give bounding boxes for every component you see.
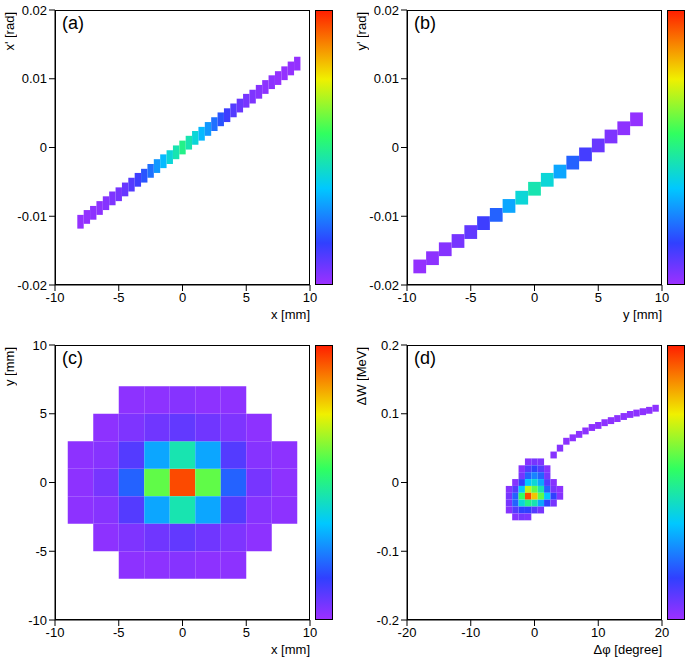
svg-text:-10: -10 (398, 290, 417, 305)
svg-text:-0.01: -0.01 (17, 209, 47, 224)
svg-text:0.02: 0.02 (22, 3, 47, 18)
html-text:(b): (b) (414, 13, 436, 33)
svg-text:0.01: 0.01 (374, 71, 399, 86)
svg-text:5: 5 (243, 625, 250, 640)
html-text:x' [rad]: x' [rad] (2, 12, 17, 51)
html-text:x [mm]: x [mm] (271, 642, 310, 657)
svg-text:10: 10 (591, 625, 605, 640)
svg-text:0.2: 0.2 (381, 338, 399, 353)
svg-text:0.02: 0.02 (374, 3, 399, 18)
svg-text:-10: -10 (46, 625, 65, 640)
svg-text:-20: -20 (398, 625, 417, 640)
svg-text:0: 0 (531, 625, 538, 640)
svg-text:10: 10 (655, 290, 669, 305)
html-text:(c): (c) (62, 348, 83, 368)
svg-text:-10: -10 (461, 625, 480, 640)
svg-text:-10: -10 (28, 613, 47, 628)
svg-text:-5: -5 (35, 544, 47, 559)
svg-text:20: 20 (655, 625, 669, 640)
html-text:x [mm]: x [mm] (271, 307, 310, 322)
svg-text:0: 0 (531, 290, 538, 305)
svg-text:-0.02: -0.02 (369, 278, 399, 293)
svg-text:0.01: 0.01 (22, 71, 47, 86)
html-text:Δφ [degree]: Δφ [degree] (593, 642, 662, 657)
svg-text:10: 10 (303, 625, 317, 640)
html-text:ΔW [MeV]: ΔW [MeV] (354, 347, 369, 406)
svg-text:0: 0 (40, 140, 47, 155)
svg-text:5: 5 (40, 406, 47, 421)
svg-text:0: 0 (392, 475, 399, 490)
svg-text:-5: -5 (113, 290, 125, 305)
html-text:(d): (d) (414, 348, 436, 368)
svg-text:10: 10 (303, 290, 317, 305)
svg-text:0: 0 (392, 140, 399, 155)
svg-text:-0.01: -0.01 (369, 209, 399, 224)
svg-text:-0.2: -0.2 (377, 613, 399, 628)
svg-text:-5: -5 (465, 290, 477, 305)
html-text:y [mm]: y [mm] (2, 347, 17, 386)
html-text:y' [rad]: y' [rad] (354, 12, 369, 51)
svg-text:0: 0 (179, 625, 186, 640)
html-text:(a): (a) (62, 13, 84, 33)
svg-text:10: 10 (33, 338, 47, 353)
svg-text:5: 5 (243, 290, 250, 305)
svg-text:0: 0 (40, 475, 47, 490)
svg-text:-10: -10 (46, 290, 65, 305)
svg-text:0: 0 (179, 290, 186, 305)
svg-text:-0.02: -0.02 (17, 278, 47, 293)
svg-text:-0.1: -0.1 (377, 544, 399, 559)
html-text:y [mm]: y [mm] (623, 307, 662, 322)
svg-text:-5: -5 (113, 625, 125, 640)
svg-text:0.1: 0.1 (381, 406, 399, 421)
svg-text:5: 5 (595, 290, 602, 305)
